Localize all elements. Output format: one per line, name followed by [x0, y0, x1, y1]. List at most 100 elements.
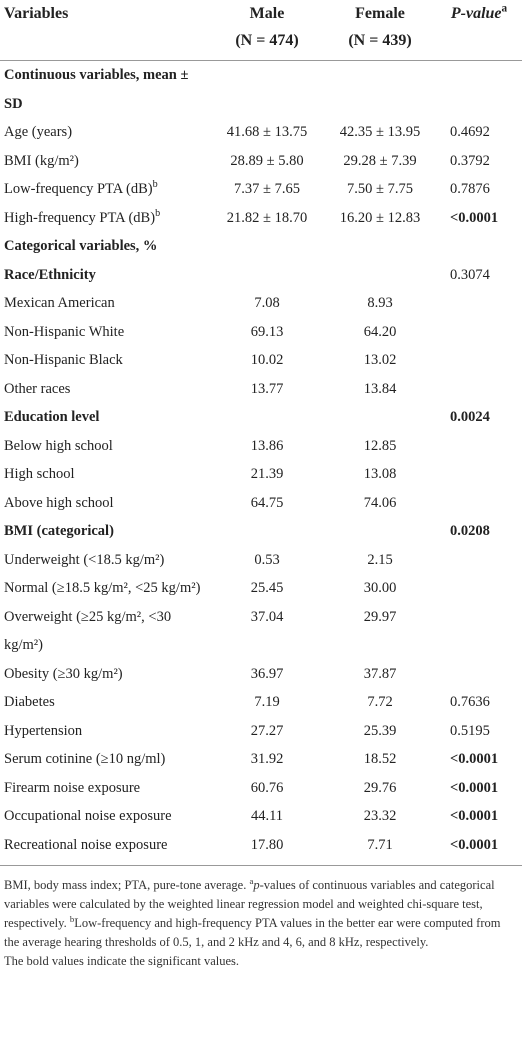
female-cell: 29.28 ± 7.39	[324, 147, 436, 176]
header-sup: a	[501, 2, 508, 15]
female-cell: 12.85	[324, 432, 436, 461]
p-cell: 0.3074	[436, 261, 522, 290]
p-cell: <0.0001	[436, 745, 522, 774]
p-cell	[436, 232, 522, 261]
label-cell: BMI (categorical)	[0, 517, 210, 546]
row-label: Non-Hispanic Black	[4, 352, 123, 368]
row-label: Other races	[4, 380, 71, 397]
p-value: 0.5195	[450, 722, 490, 739]
male-value: 17.80	[250, 836, 284, 853]
table-row: Below high school 13.86 12.85	[0, 432, 522, 461]
table-row: Firearm noise exposure 60.76 29.76 <0.0001	[0, 774, 522, 803]
male-cell: 64.75	[210, 489, 324, 518]
table-body: Continuous variables, mean ± SD Age (year…	[0, 61, 522, 866]
male-cell: 7.08	[210, 289, 324, 318]
label-cell: Age (years)	[0, 118, 210, 147]
footnote-segment: p	[253, 878, 260, 892]
male-value: 69.13	[250, 323, 284, 340]
female-value: 18.52	[363, 751, 397, 767]
male-cell: 36.97	[210, 660, 324, 689]
female-cell: 13.08	[324, 460, 436, 489]
p-cell	[436, 574, 522, 603]
p-cell: 0.7876	[436, 175, 522, 204]
label-cell: High school	[0, 460, 210, 489]
female-cell: 2.15	[324, 546, 436, 575]
male-cell: 7.19	[210, 688, 324, 717]
row-label: BMI (categorical)	[4, 523, 114, 539]
p-cell	[436, 489, 522, 518]
male-cell: 28.89 ± 5.80	[210, 147, 324, 176]
female-cell: 13.02	[324, 346, 436, 375]
label-cell: Mexican American	[0, 289, 210, 318]
female-value: 30.00	[363, 580, 397, 596]
row-label: Serum cotinine (≥10 ng/ml)	[4, 751, 166, 767]
table-row: Hypertension 27.27 25.39 0.5195	[0, 717, 522, 746]
p-value: 0.7876	[450, 181, 490, 197]
label-cell: Serum cotinine (≥10 ng/ml)	[0, 745, 210, 774]
female-cell	[324, 403, 436, 432]
male-value: 7.08	[254, 295, 280, 311]
p-cell	[436, 432, 522, 461]
row-label: Low-frequency PTA (dB)	[4, 181, 153, 197]
row-label: Overweight (≥25 kg/m², <30 kg/m²)	[4, 608, 172, 654]
table-row: Categorical variables, %	[0, 232, 522, 261]
female-cell: 23.32	[324, 802, 436, 831]
male-value: 60.76	[250, 779, 284, 796]
male-cell: 60.76	[210, 774, 324, 803]
female-value: 7.50 ± 7.75	[347, 181, 413, 197]
male-cell: 21.82 ± 18.70	[210, 204, 324, 233]
table-row: Non-Hispanic White 69.13 64.20	[0, 318, 522, 347]
p-cell: 0.4692	[436, 118, 522, 147]
label-cell: Firearm noise exposure	[0, 774, 210, 803]
header-cell: Male (N = 474)	[210, 0, 324, 61]
data-table: Variables Male (N = 474) Female (N = 439) …	[0, 0, 522, 866]
female-value: 23.32	[363, 808, 397, 824]
label-cell: Non-Hispanic White	[0, 318, 210, 347]
p-cell: <0.0001	[436, 802, 522, 831]
footnote-segment: -values of continuous variables and cate…	[4, 878, 495, 930]
female-value: 7.71	[367, 836, 393, 853]
table-row: Education level 0.0024	[0, 403, 522, 432]
female-value: 13.08	[363, 466, 397, 482]
male-cell: 21.39	[210, 460, 324, 489]
male-cell: 0.53	[210, 546, 324, 575]
male-cell: 31.92	[210, 745, 324, 774]
row-label-sup: b	[152, 179, 158, 191]
label-cell: Education level	[0, 403, 210, 432]
male-value: 0.53	[254, 551, 280, 568]
male-cell: 27.27	[210, 717, 324, 746]
label-cell: Above high school	[0, 489, 210, 518]
header-cell: Female (N = 439)	[324, 0, 436, 61]
row-label: Below high school	[4, 437, 113, 454]
female-value: 74.06	[363, 494, 397, 511]
male-cell: 13.77	[210, 375, 324, 404]
table-row: Other races 13.77 13.84	[0, 375, 522, 404]
female-cell: 30.00	[324, 574, 436, 603]
row-label: Hypertension	[4, 722, 83, 739]
label-cell: Overweight (≥25 kg/m², <30 kg/m²)	[0, 603, 210, 660]
label-cell: Normal (≥18.5 kg/m², <25 kg/m²)	[0, 574, 210, 603]
male-cell: 41.68 ± 13.75	[210, 118, 324, 147]
row-label: Above high school	[4, 494, 114, 511]
footnote-note: The bold values indicate the significant…	[4, 954, 239, 968]
female-value: 64.20	[363, 323, 397, 340]
footnote-segment: Low-frequency and high-frequency PTA val…	[4, 916, 501, 949]
male-cell: 69.13	[210, 318, 324, 347]
male-value: 13.77	[250, 380, 284, 397]
label-cell: Hypertension	[0, 717, 210, 746]
female-cell: 29.76	[324, 774, 436, 803]
male-cell: 7.37 ± 7.65	[210, 175, 324, 204]
female-value: 13.84	[363, 380, 397, 397]
table-row: Obesity (≥30 kg/m²) 36.97 37.87	[0, 660, 522, 689]
row-label: Mexican American	[4, 295, 115, 311]
male-cell: 44.11	[210, 802, 324, 831]
p-cell: 0.7636	[436, 688, 522, 717]
table-row: Age (years) 41.68 ± 13.75 42.35 ± 13.95 0.4…	[0, 118, 522, 147]
footnote-segment: a	[249, 875, 254, 886]
p-cell: <0.0001	[436, 774, 522, 803]
label-cell: Continuous variables, mean ± SD	[0, 61, 210, 119]
row-label-sup: b	[155, 207, 161, 219]
label-cell: High-frequency PTA (dB)b	[0, 204, 210, 233]
header-cell: P-valuea	[436, 0, 522, 61]
p-cell	[436, 603, 522, 660]
